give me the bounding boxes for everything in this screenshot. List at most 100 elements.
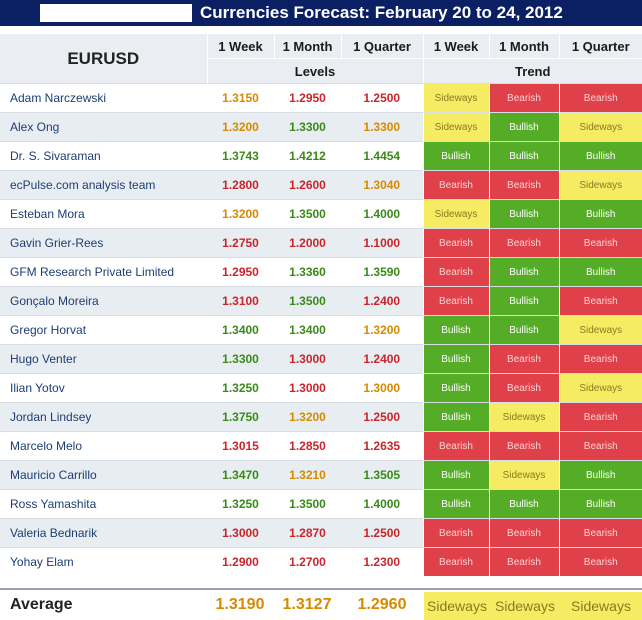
table-row: GFM Research Private Limited 1.2950 1.3360… bbox=[0, 257, 642, 287]
table-row: Jordan Lindsey 1.3750 1.3200 1.2500 Bullish S… bbox=[0, 402, 642, 432]
trend-quarter: Bullish bbox=[558, 141, 642, 171]
trend-month: Bullish bbox=[488, 199, 559, 229]
table-row: Mauricio Carrillo 1.3470 1.3210 1.3505 Bulli… bbox=[0, 460, 642, 490]
level-quarter: 1.3505 bbox=[341, 460, 423, 490]
average-level-week: 1.3190 bbox=[215, 596, 265, 613]
level-week: 1.2800 bbox=[207, 170, 274, 200]
trend-month: Bullish bbox=[488, 112, 559, 142]
level-month: 1.4212 bbox=[274, 141, 341, 171]
trend-week: Bearish bbox=[422, 257, 489, 287]
level-month: 1.2000 bbox=[274, 228, 341, 258]
average-trend-week: Sideways bbox=[424, 592, 490, 620]
table-row: Yohay Elam 1.2900 1.2700 1.2300 Bearish Beari… bbox=[0, 547, 642, 576]
trend-week: Bullish bbox=[422, 460, 489, 490]
trend-month: Bullish bbox=[488, 141, 559, 171]
level-month: 1.3210 bbox=[274, 460, 341, 490]
trend-month: Bullish bbox=[488, 315, 559, 345]
average-trend-quarter: Sideways bbox=[560, 592, 642, 620]
level-quarter: 1.4454 bbox=[341, 141, 423, 171]
analyst-name: GFM Research Private Limited bbox=[0, 257, 207, 287]
level-period-week: 1 Week bbox=[206, 34, 274, 59]
level-quarter: 1.3200 bbox=[341, 315, 423, 345]
page-title: Currencies Forecast: February 20 to 24, … bbox=[200, 3, 563, 22]
trend-quarter: Bearish bbox=[558, 402, 642, 432]
trend-week: Bearish bbox=[422, 228, 489, 258]
logo-placeholder bbox=[40, 4, 192, 22]
level-period-quarter: 1 Quarter bbox=[340, 34, 423, 59]
level-month: 1.3000 bbox=[274, 344, 341, 374]
trend-header: Trend bbox=[422, 58, 642, 84]
level-week: 1.3743 bbox=[207, 141, 274, 171]
trend-week: Sideways bbox=[422, 199, 489, 229]
level-week: 1.3100 bbox=[207, 286, 274, 316]
analyst-name: Gavin Grier-Rees bbox=[0, 228, 207, 258]
level-quarter: 1.4000 bbox=[341, 199, 423, 229]
trend-month: Bearish bbox=[488, 373, 559, 403]
analyst-name: Mauricio Carrillo bbox=[0, 460, 207, 490]
trend-period-month: 1 Month bbox=[488, 34, 559, 59]
level-month: 1.3300 bbox=[274, 112, 341, 142]
level-week: 1.3470 bbox=[207, 460, 274, 490]
level-week: 1.3250 bbox=[207, 373, 274, 403]
level-month: 1.2870 bbox=[274, 518, 341, 548]
trend-quarter: Bullish bbox=[558, 199, 642, 229]
trend-month: Sideways bbox=[488, 460, 559, 490]
table-row: Esteban Mora 1.3200 1.3500 1.4000 Sideways Bu… bbox=[0, 199, 642, 229]
average-trend-month: Sideways bbox=[490, 592, 560, 620]
trend-quarter: Bearish bbox=[558, 518, 642, 548]
table-row: Gonçalo Moreira 1.3100 1.3500 1.2400 Bearish… bbox=[0, 286, 642, 316]
level-month: 1.3360 bbox=[274, 257, 341, 287]
level-quarter: 1.3040 bbox=[341, 170, 423, 200]
level-week: 1.3200 bbox=[207, 112, 274, 142]
level-month: 1.3000 bbox=[274, 373, 341, 403]
trend-quarter: Bullish bbox=[558, 257, 642, 287]
average-level-quarter: 1.2960 bbox=[357, 596, 407, 613]
level-quarter: 1.4000 bbox=[341, 489, 423, 519]
trend-week: Bearish bbox=[422, 431, 489, 461]
level-month: 1.2850 bbox=[274, 431, 341, 461]
level-month: 1.2700 bbox=[274, 547, 341, 576]
table-row: Hugo Venter 1.3300 1.3000 1.2400 Bullish Bear… bbox=[0, 344, 642, 374]
trend-quarter: Sideways bbox=[558, 373, 642, 403]
level-quarter: 1.2500 bbox=[341, 83, 423, 113]
level-week: 1.3400 bbox=[207, 315, 274, 345]
level-week: 1.3300 bbox=[207, 344, 274, 374]
table-row: Alex Ong 1.3200 1.3300 1.3300 Sideways Bullis… bbox=[0, 112, 642, 142]
table-row: Gavin Grier-Rees 1.2750 1.2000 1.1000 Bearis… bbox=[0, 228, 642, 258]
trend-week: Bullish bbox=[422, 373, 489, 403]
analyst-name: Valeria Bednarik bbox=[0, 518, 207, 548]
trend-month: Bearish bbox=[488, 547, 559, 576]
level-week: 1.2950 bbox=[207, 257, 274, 287]
trend-week: Bullish bbox=[422, 315, 489, 345]
level-quarter: 1.3300 bbox=[341, 112, 423, 142]
trend-month: Sideways bbox=[488, 402, 559, 432]
title-bar: Currencies Forecast: February 20 to 24, … bbox=[0, 0, 642, 26]
analyst-name: Alex Ong bbox=[0, 112, 207, 142]
table-row: Ross Yamashita 1.3250 1.3500 1.4000 Bullish B… bbox=[0, 489, 642, 519]
analyst-name: Gregor Horvat bbox=[0, 315, 207, 345]
trend-quarter: Bearish bbox=[558, 228, 642, 258]
table-row: ecPulse.com analysis team 1.2800 1.2600 1.3… bbox=[0, 170, 642, 200]
level-month: 1.3400 bbox=[274, 315, 341, 345]
level-quarter: 1.2400 bbox=[341, 286, 423, 316]
trend-quarter: Bearish bbox=[558, 431, 642, 461]
level-period-month: 1 Month bbox=[273, 34, 341, 59]
average-row: Average 1.3190 1.3127 1.2960 Sideways Si… bbox=[0, 588, 642, 620]
analyst-name: Adam Narczewski bbox=[0, 83, 207, 113]
level-week: 1.3250 bbox=[207, 489, 274, 519]
level-week: 1.2750 bbox=[207, 228, 274, 258]
level-quarter: 1.2300 bbox=[341, 547, 423, 576]
trend-month: Bearish bbox=[488, 344, 559, 374]
level-week: 1.2900 bbox=[207, 547, 274, 576]
trend-month: Bullish bbox=[488, 257, 559, 287]
trend-period-week: 1 Week bbox=[422, 34, 489, 59]
level-month: 1.3500 bbox=[274, 286, 341, 316]
analyst-name: Esteban Mora bbox=[0, 199, 207, 229]
level-week: 1.3150 bbox=[207, 83, 274, 113]
trend-quarter: Bearish bbox=[558, 547, 642, 576]
trend-month: Bearish bbox=[488, 83, 559, 113]
analyst-name: Hugo Venter bbox=[0, 344, 207, 374]
table-row: Valeria Bednarik 1.3000 1.2870 1.2500 Bearis… bbox=[0, 518, 642, 548]
trend-quarter: Bullish bbox=[558, 460, 642, 490]
level-week: 1.3000 bbox=[207, 518, 274, 548]
